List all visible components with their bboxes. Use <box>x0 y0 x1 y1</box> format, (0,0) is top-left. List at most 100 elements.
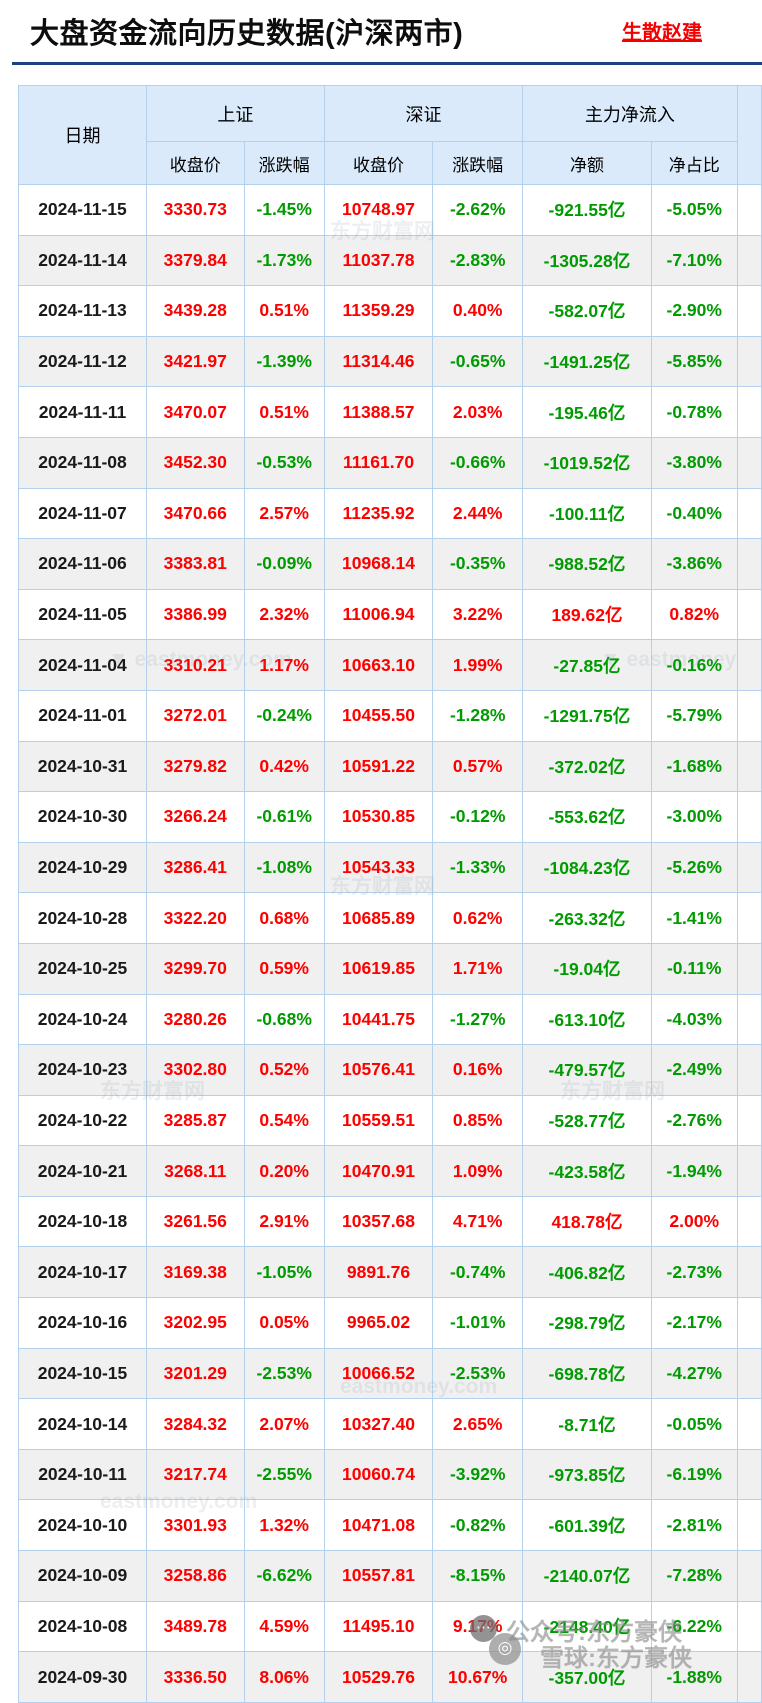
date-cell: 2024-11-01 <box>18 689 147 742</box>
value-cell: 3452.30 <box>145 436 245 489</box>
value-cell: -1.28% <box>432 689 524 742</box>
value-cell: 10327.40 <box>323 1398 434 1450</box>
table-row: 2024-11-12 3421.97 -1.39% 11314.46 -0.65% -14… <box>18 335 762 388</box>
value-cell: 11495.10 <box>323 1600 434 1653</box>
value-cell: 10530.85 <box>323 791 434 843</box>
value-cell: 2.00% <box>650 1195 738 1248</box>
value-cell: 3285.87 <box>145 1094 245 1147</box>
value-cell: -613.10亿 <box>522 993 652 1046</box>
value-cell: 0.51% <box>243 285 325 337</box>
value-cell: 3266.24 <box>145 791 245 843</box>
date-cell: 2024-10-15 <box>18 1347 147 1400</box>
table-row: 2024-11-07 3470.66 2.57% 11235.92 2.44% -100.… <box>18 487 762 540</box>
value-cell: 4.59% <box>243 1600 325 1653</box>
column-header-sz-change: 涨跌幅 <box>432 141 524 185</box>
value-cell: 0.42% <box>243 740 325 793</box>
value-cell: 11037.78 <box>323 234 434 287</box>
table-row: 2024-10-23 3302.80 0.52% 10576.41 0.16% -479.… <box>18 1044 762 1096</box>
value-cell: 3286.41 <box>145 841 245 894</box>
value-cell: -0.11% <box>650 942 738 995</box>
table-row: 2024-11-13 3439.28 0.51% 11359.29 0.40% -582.… <box>18 285 762 337</box>
value-cell: 2.91% <box>243 1195 325 1248</box>
value-cell: -1.68% <box>650 740 738 793</box>
value-cell: 3201.29 <box>145 1347 245 1400</box>
value-cell: 189.62亿 <box>522 588 652 641</box>
table-row: 2024-10-09 3258.86 -6.62% 10557.81 -8.15% -21… <box>18 1550 762 1602</box>
date-cell: 2024-10-25 <box>18 942 147 995</box>
value-cell: -1.05% <box>243 1246 325 1299</box>
value-cell: 3470.66 <box>145 487 245 540</box>
clipped-column-cell <box>736 335 762 388</box>
value-cell: 0.68% <box>243 892 325 944</box>
value-cell: -6.62% <box>243 1550 325 1602</box>
value-cell: -2.83% <box>432 234 524 287</box>
value-cell: -4.03% <box>650 993 738 1046</box>
value-cell: 10968.14 <box>323 538 434 590</box>
value-cell: -479.57亿 <box>522 1044 652 1096</box>
date-cell: 2024-10-31 <box>18 740 147 793</box>
clipped-column-cell <box>736 639 762 691</box>
value-cell: 3268.11 <box>145 1145 245 1197</box>
value-cell: 3322.20 <box>145 892 245 944</box>
column-group-main-net-inflow: 主力净流入 <box>522 85 738 142</box>
table-row: 2024-10-083489.784.59%11495.109.17%-2148… <box>18 1600 762 1653</box>
clipped-column-cell <box>736 1550 762 1602</box>
value-cell: 3336.50 <box>145 1651 245 1703</box>
value-cell: 2.57% <box>243 487 325 540</box>
value-cell: 0.20% <box>243 1145 325 1197</box>
value-cell: -3.92% <box>432 1448 524 1501</box>
value-cell: -2.53% <box>432 1347 524 1400</box>
value-cell: -1305.28亿 <box>522 234 652 287</box>
value-cell: -0.82% <box>432 1499 524 1552</box>
value-cell: -4.27% <box>650 1347 738 1400</box>
capital-flow-table: 日期 上证 深证 主力净流入 收盘价 涨跌幅 收盘价 涨跌幅 净额 净占比 20… <box>18 85 762 1703</box>
value-cell: -372.02亿 <box>522 740 652 793</box>
table-row: 2024-11-05 3386.99 2.32% 11006.94 3.22% 189.6… <box>18 588 762 641</box>
value-cell: 2.65% <box>432 1398 524 1450</box>
value-cell: -0.66% <box>432 436 524 489</box>
value-cell: -3.00% <box>650 791 738 843</box>
date-cell: 2024-10-24 <box>18 993 147 1046</box>
clipped-column-header <box>736 85 762 185</box>
value-cell: 0.85% <box>432 1094 524 1147</box>
date-cell: 2024-11-04 <box>18 639 147 691</box>
value-cell: -0.05% <box>650 1398 738 1450</box>
value-cell: -582.07亿 <box>522 285 652 337</box>
value-cell: -0.78% <box>650 386 738 438</box>
column-header-date: 日期 <box>18 85 147 185</box>
promo-link[interactable]: 生散赵建 <box>622 22 702 44</box>
table-row: 2024-10-17 3169.38 -1.05% 9891.76 -0.74% -406… <box>18 1246 762 1299</box>
value-cell: -553.62亿 <box>522 791 652 843</box>
date-cell: 2024-10-30 <box>18 791 147 843</box>
value-cell: 2.07% <box>243 1398 325 1450</box>
value-cell: -0.09% <box>243 538 325 590</box>
value-cell: -1019.52亿 <box>522 436 652 489</box>
clipped-column-cell <box>736 1195 762 1248</box>
value-cell: 10060.74 <box>323 1448 434 1501</box>
value-cell: 10470.91 <box>323 1145 434 1197</box>
value-cell: -0.35% <box>432 538 524 590</box>
clipped-column-cell <box>736 1145 762 1197</box>
value-cell: 3280.26 <box>145 993 245 1046</box>
value-cell: 0.59% <box>243 942 325 995</box>
clipped-column-cell <box>736 993 762 1046</box>
value-cell: 418.78亿 <box>522 1195 652 1248</box>
value-cell: 3489.78 <box>145 1600 245 1653</box>
value-cell: 1.99% <box>432 639 524 691</box>
clipped-column-cell <box>736 942 762 995</box>
date-cell: 2024-11-13 <box>18 285 147 337</box>
value-cell: 3169.38 <box>145 1246 245 1299</box>
value-cell: -100.11亿 <box>522 487 652 540</box>
date-cell: 2024-11-14 <box>18 234 147 287</box>
value-cell: -2.81% <box>650 1499 738 1552</box>
value-cell: 11161.70 <box>323 436 434 489</box>
value-cell: 3421.97 <box>145 335 245 388</box>
value-cell: -0.53% <box>243 436 325 489</box>
value-cell: 1.71% <box>432 942 524 995</box>
value-cell: 10663.10 <box>323 639 434 691</box>
value-cell: -298.79亿 <box>522 1297 652 1349</box>
value-cell: -2140.07亿 <box>522 1550 652 1602</box>
clipped-column-cell <box>736 1347 762 1400</box>
date-cell: 2024-11-06 <box>18 538 147 590</box>
value-cell: -0.74% <box>432 1246 524 1299</box>
